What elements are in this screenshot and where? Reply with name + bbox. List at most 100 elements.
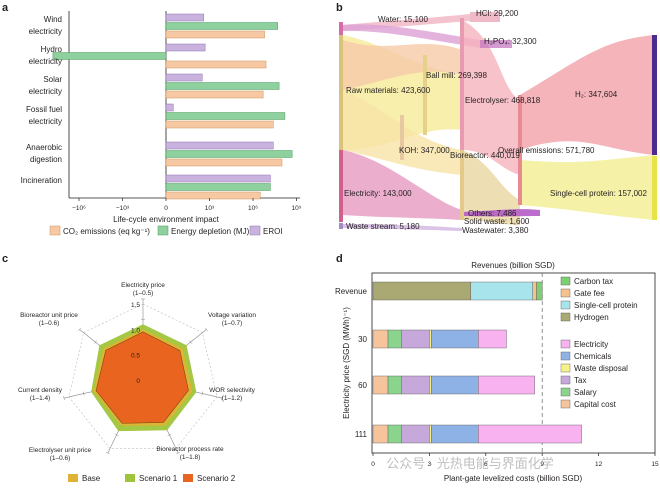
radar-r-tick-0: 1.5: [131, 302, 140, 309]
bar-co2-5: [165, 191, 261, 200]
panel-a-letter: a: [2, 2, 9, 14]
radar-spoke-tick-5-3: [83, 391, 85, 396]
node-koh: [400, 115, 404, 160]
legend-rev-label-carbon-tax: Carbon tax: [574, 277, 613, 286]
cost-bar-60-waste-disposal: [429, 375, 432, 395]
panel-a-tick-label-3: 10³: [205, 205, 215, 212]
label-solid-waste: Solid waste: 1,600: [464, 217, 530, 226]
panel-b-sankey: Water: 15,100 HCl: 29,200 H₂PO₄: 32,300 …: [339, 9, 657, 235]
legend-energy-swatch: [157, 225, 169, 236]
node-bioreactor: [460, 150, 464, 220]
category-label-4-1: digestion: [30, 155, 62, 164]
bar-co2-0: [165, 30, 265, 39]
revenue-bar-carbon-tax: [536, 281, 543, 301]
category-label-4-0: Anaerobic: [26, 143, 62, 152]
cost-bar-111-tax: [401, 424, 430, 444]
radar-spoke-tick-4-4: [105, 451, 110, 455]
radar-grid-ring-0: [68, 303, 218, 449]
cost-bar-30-tax: [401, 329, 430, 349]
radar-axis-range-3: (1–1.8): [180, 454, 201, 461]
legend-eroi-label: EROI: [263, 227, 283, 236]
panel-d-tick-label-3: 9: [540, 461, 544, 468]
panel-a-tick-label-4: 10⁶: [248, 205, 258, 212]
flow-to-h2: [520, 35, 655, 155]
node-overall-emissions: [518, 95, 522, 205]
label-bioreactor: Bioreactor: 440,019: [450, 151, 520, 160]
bar-co2-2: [165, 90, 264, 99]
cost-bar-60-capital-cost: [372, 375, 389, 395]
radar-axis-label-6: Bioreactor unit price: [20, 312, 78, 319]
legend-scen2-swatch: [183, 474, 193, 482]
cost-bar-60-tax: [401, 375, 430, 395]
flow-electricity: [343, 150, 462, 220]
legend-cost-swatch-capital-cost: [560, 399, 571, 409]
legend-base-swatch: [68, 474, 78, 482]
bar-eroi-3: [165, 103, 174, 112]
bar-energy-2: [165, 82, 280, 90]
legend-rev-swatch-single-cell-protein: [560, 300, 571, 310]
panel-d-category-0: Revenue: [335, 287, 368, 296]
radar-axis-range-6: (1–0.6): [39, 320, 60, 327]
panel-d-category-1: 30: [358, 335, 367, 344]
bar-co2-3: [165, 120, 274, 129]
panel-a-legend: CO₂ emissions (eq kg⁻¹) Energy depletion…: [49, 225, 283, 236]
radar-axis-label-1: Voltage variation: [208, 312, 256, 319]
legend-base-label: Base: [82, 474, 101, 483]
panel-d-tick-label-1: 3: [428, 461, 432, 468]
category-label-0-0: Wind: [44, 15, 62, 24]
cost-bar-60-salary: [387, 375, 402, 395]
radar-spoke-tick-1-3: [189, 340, 192, 344]
label-others: Others: 7,486: [468, 209, 517, 218]
bar-eroi-4: [165, 141, 274, 150]
radar-r-tick-1: 1.0: [131, 327, 140, 334]
radar-spoke-tick-6-3: [94, 340, 97, 344]
panel-d-ylabel: Electricity price (SGD (MWh)⁻¹): [342, 307, 351, 419]
category-label-5-0: Incineration: [21, 176, 62, 185]
radar-series-scenario-2: [95, 331, 189, 424]
cost-bar-111-waste-disposal: [429, 424, 432, 444]
cost-bar-111-chemicals: [431, 424, 479, 444]
panel-d-xlabel: Plant-gate levelized costs (billion SGD): [444, 474, 583, 483]
bar-eroi-1: [165, 43, 206, 52]
flow-waste-stream: [343, 224, 462, 231]
panel-d-title: Revenues (billion SGD): [471, 261, 555, 270]
cost-bar-111-salary: [387, 424, 402, 444]
legend-rev-label-gate-fee: Gate fee: [574, 289, 605, 298]
panel-d-frame: [371, 272, 656, 454]
panel-a-tick-label-2: 0: [164, 205, 168, 212]
radar-spoke-tick-2-3: [201, 391, 203, 396]
label-koh: KOH: 347,000: [399, 146, 450, 155]
flow-to-others: [462, 209, 540, 217]
label-scp: Single-cell protein: 157,002: [550, 189, 648, 198]
radar-axis-range-4: (1–0.6): [50, 455, 71, 462]
category-label-1-1: electricity: [29, 57, 62, 66]
category-label-3-1: electricity: [29, 117, 62, 126]
legend-co2-swatch: [49, 225, 61, 236]
bar-energy-3: [165, 112, 286, 120]
cost-bar-60-chemicals: [431, 375, 479, 395]
panel-d-letter: d: [336, 253, 343, 265]
revenue-bar-gate-fee: [532, 281, 537, 301]
node-hcl: [470, 12, 500, 22]
legend-cost-label-waste-disposal: Waste disposal: [574, 364, 628, 373]
label-wastewater: Wastewater: 3,380: [462, 226, 529, 235]
legend-cost-swatch-chemicals: [560, 351, 571, 361]
label-h2: H₂: 347,604: [575, 90, 618, 99]
legend-rev-label-single-cell-protein: Single-cell protein: [574, 301, 638, 310]
legend-scen1-label: Scenario 1: [139, 474, 178, 483]
panel-d-category-3: 111: [355, 430, 368, 439]
bar-energy-5: [165, 183, 271, 191]
flow-to-h2po4: [343, 24, 480, 48]
category-label-0-1: electricity: [29, 27, 62, 36]
label-electricity: Electricity: 143,000: [344, 189, 412, 198]
panel-a-bar-chart: Wind electricity Hydro electricity Solar elec…: [21, 11, 302, 236]
radar-axis-label-2: WOR selectivity: [209, 387, 256, 394]
label-waste-stream: Waste stream: 5,180: [346, 222, 420, 231]
legend-rev-swatch-gate-fee: [560, 288, 571, 298]
label-raw-materials: Raw materials: 423,600: [346, 86, 431, 95]
legend-cost-swatch-tax: [560, 375, 571, 385]
legend-cost-label-capital-cost: Capital cost: [574, 400, 617, 409]
category-label-2-1: electricity: [29, 87, 62, 96]
radar-spoke-tick-6-4: [78, 327, 82, 332]
